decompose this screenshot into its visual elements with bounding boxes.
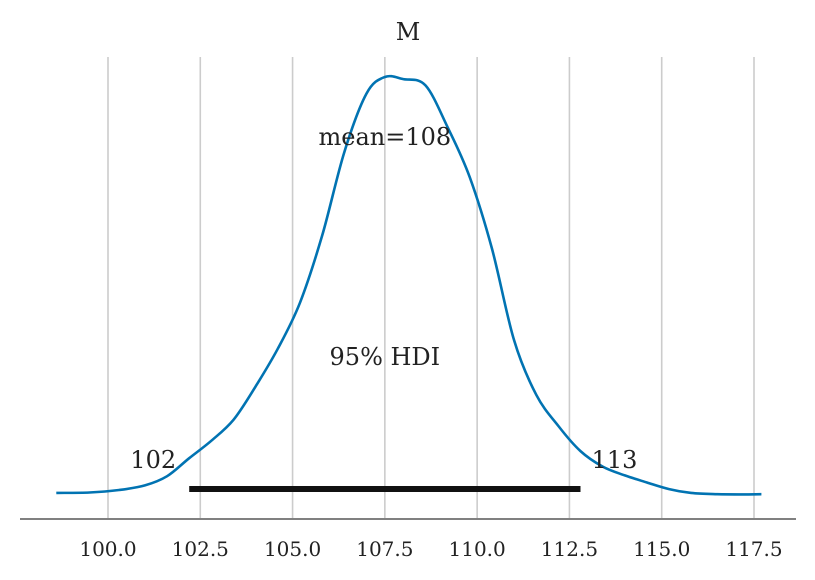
hdi-low-label: 102 bbox=[130, 446, 176, 474]
x-tick-label: 112.5 bbox=[541, 537, 598, 561]
x-tick-label: 107.5 bbox=[356, 537, 413, 561]
x-tick-label: 105.0 bbox=[264, 537, 321, 561]
hdi-label: 95% HDI bbox=[330, 343, 441, 371]
mean-label: mean=108 bbox=[319, 123, 452, 151]
x-tick-label: 117.5 bbox=[725, 537, 782, 561]
x-tick-label: 102.5 bbox=[172, 537, 229, 561]
grid-lines bbox=[107, 57, 755, 519]
hdi-high-label: 113 bbox=[592, 446, 638, 474]
x-tick-label: 110.0 bbox=[449, 537, 506, 561]
chart-title: M bbox=[396, 18, 421, 46]
x-tick-labels: 100.0 102.5 105.0 107.5 110.0 112.5 115.0 117.5 bbox=[79, 537, 782, 561]
density-curve bbox=[56, 74, 762, 496]
x-tick-label: 100.0 bbox=[79, 537, 136, 561]
x-tick-label: 115.0 bbox=[633, 537, 690, 561]
